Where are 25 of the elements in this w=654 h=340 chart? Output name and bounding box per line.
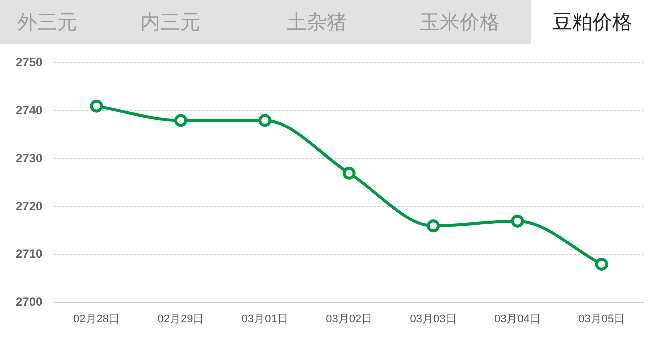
x-tick-label: 03月05日	[578, 313, 626, 326]
x-tick-label: 03月03日	[410, 313, 457, 326]
y-tick-label: 2740	[16, 103, 44, 118]
x-tick-label: 02月28日	[74, 313, 120, 326]
x-tick-label: 03月02日	[326, 313, 373, 326]
point	[90, 100, 104, 113]
point	[595, 258, 608, 271]
text: 土杂猪	[286, 9, 348, 36]
y-tick-label: 2730	[16, 151, 44, 166]
y-tick-label: 2720	[16, 199, 44, 214]
chart-title: 豆粕价格	[531, 0, 654, 44]
y-tick-label: 2710	[16, 247, 44, 262]
point	[511, 214, 524, 228]
x-tick-label: 03月04日	[494, 313, 541, 326]
text: 玉米价格	[418, 9, 501, 36]
y-tick-label: 2700	[16, 295, 44, 310]
point	[342, 166, 356, 180]
text: 内三元	[139, 9, 202, 36]
y-tick-label: 2750	[16, 56, 44, 70]
x-tick-label: 03月01日	[242, 313, 288, 326]
text: 外三元	[16, 9, 79, 36]
point	[258, 114, 272, 128]
x-tick-label: 02月29日	[158, 313, 204, 326]
point	[174, 114, 188, 128]
point	[427, 220, 440, 233]
